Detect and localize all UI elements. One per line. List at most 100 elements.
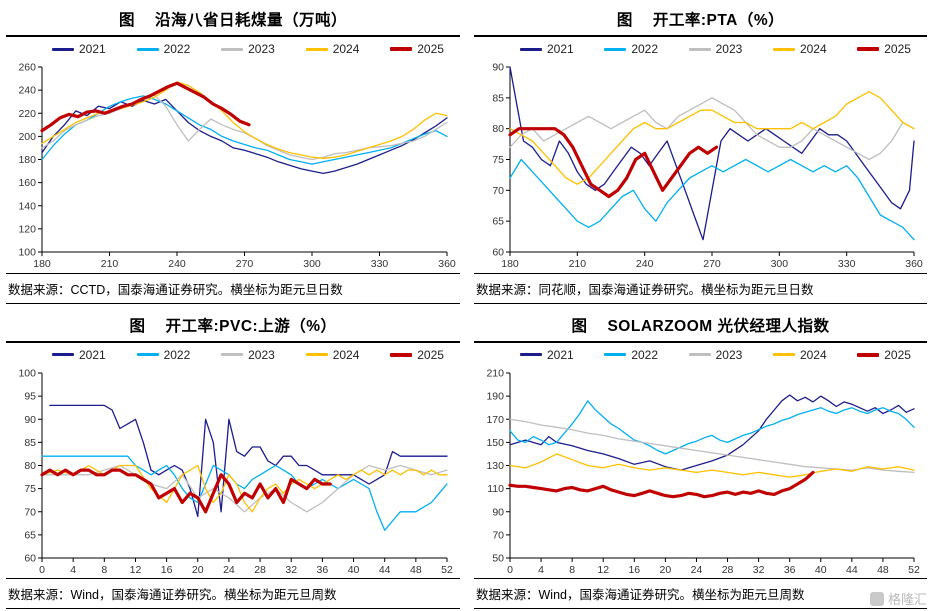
panel-title: 图 开工率:PTA（%） <box>474 2 927 37</box>
chart-solarzoom-index: 0 4 8 12 16 20 24 28 32 36 40 44 48 52 50 70 90 110 130 150… <box>474 343 927 579</box>
svg-text:270: 270 <box>236 258 254 270</box>
source-note: 数据来源：同花顺，国泰海通证券研究。横坐标为距元旦日数 <box>474 272 927 304</box>
svg-text:16: 16 <box>161 564 173 576</box>
watermark-logo-icon <box>869 591 884 606</box>
svg-text:20: 20 <box>660 564 672 576</box>
panel-title: 图 沿海八省日耗煤量（万吨） <box>6 2 460 37</box>
svg-text:36: 36 <box>784 564 796 576</box>
svg-text:24: 24 <box>691 564 703 576</box>
panel-title: 图 SOLARZOOM 光伏经理人指数 <box>474 308 927 343</box>
figure-label: 图 <box>571 317 588 335</box>
svg-text:240: 240 <box>636 258 654 270</box>
svg-text:100: 100 <box>18 367 36 379</box>
svg-text:48: 48 <box>410 564 422 576</box>
svg-text:0: 0 <box>39 564 45 576</box>
svg-text:12: 12 <box>597 564 609 576</box>
svg-text:260: 260 <box>18 62 36 74</box>
svg-text:28: 28 <box>254 564 266 576</box>
svg-text:90: 90 <box>24 413 36 425</box>
svg-text:100: 100 <box>18 247 36 259</box>
svg-text:240: 240 <box>18 85 36 97</box>
svg-text:44: 44 <box>379 564 391 576</box>
svg-text:8: 8 <box>101 564 107 576</box>
svg-text:160: 160 <box>18 177 36 189</box>
svg-text:60: 60 <box>24 552 36 564</box>
chart-pta-operating-rate: 180 210 240 270 300 330 360 60 65 70 75 80 85 90 2021 2… <box>474 37 927 273</box>
panel-solarzoom-index: 图 SOLARZOOM 光伏经理人指数 0 4 8 12 16 20 24 28 32 36 40 44… <box>474 308 927 609</box>
svg-text:4: 4 <box>70 564 76 576</box>
panel-coal-consumption: 图 沿海八省日耗煤量（万吨） 180 210 240 270 300 330 360 100 12… <box>6 2 460 304</box>
svg-text:130: 130 <box>486 460 504 472</box>
svg-text:75: 75 <box>24 483 36 495</box>
svg-text:80: 80 <box>24 460 36 472</box>
svg-text:210: 210 <box>569 258 587 270</box>
svg-text:8: 8 <box>569 564 575 576</box>
svg-text:24: 24 <box>223 564 235 576</box>
watermark: 格隆汇 <box>869 589 927 608</box>
svg-text:50: 50 <box>492 552 504 564</box>
svg-text:20: 20 <box>192 564 204 576</box>
svg-text:70: 70 <box>492 185 504 197</box>
chart-title: 开工率:PVC:上游（%） <box>165 317 337 335</box>
svg-text:0: 0 <box>507 564 513 576</box>
svg-text:36: 36 <box>317 564 329 576</box>
chart-title: 沿海八省日耗煤量（万吨） <box>155 12 348 29</box>
svg-text:28: 28 <box>722 564 734 576</box>
panel-pta-operating-rate: 图 开工率:PTA（%） 180 210 240 270 300 330 360 60 65 70 7… <box>474 2 927 304</box>
svg-text:40: 40 <box>815 564 827 576</box>
svg-text:85: 85 <box>492 92 504 104</box>
svg-text:75: 75 <box>492 154 504 166</box>
svg-text:48: 48 <box>877 564 889 576</box>
svg-text:52: 52 <box>908 564 920 576</box>
svg-text:120: 120 <box>18 223 36 235</box>
svg-text:200: 200 <box>18 131 36 143</box>
svg-text:300: 300 <box>771 258 789 270</box>
watermark-text: 格隆汇 <box>887 592 927 607</box>
svg-text:150: 150 <box>486 436 504 448</box>
svg-text:210: 210 <box>486 367 504 379</box>
source-note: 数据来源：CCTD，国泰海通证券研究。横坐标为距元旦日数 <box>6 272 460 304</box>
figure-label: 图 <box>129 317 146 335</box>
svg-text:360: 360 <box>438 258 456 270</box>
svg-text:140: 140 <box>18 200 36 212</box>
svg-text:16: 16 <box>628 564 640 576</box>
svg-text:110: 110 <box>487 483 504 495</box>
svg-text:12: 12 <box>130 564 142 576</box>
source-note: 数据来源：Wind，国泰海通证券研究。横坐标为距元旦周数 <box>6 578 460 609</box>
svg-text:65: 65 <box>492 216 504 228</box>
svg-text:180: 180 <box>33 258 51 270</box>
svg-text:32: 32 <box>753 564 765 576</box>
svg-text:32: 32 <box>285 564 297 576</box>
svg-text:44: 44 <box>846 564 858 576</box>
svg-text:300: 300 <box>303 258 321 270</box>
svg-text:190: 190 <box>486 390 504 402</box>
svg-text:65: 65 <box>24 529 36 541</box>
svg-text:220: 220 <box>18 108 36 120</box>
panel-title: 图 开工率:PVC:上游（%） <box>6 308 460 343</box>
svg-text:330: 330 <box>371 258 389 270</box>
svg-text:240: 240 <box>168 258 186 270</box>
chart-pvc-operating-rate: 0 4 8 12 16 20 24 28 32 36 40 44 48 52 60 65 70 75 80 85 90 9… <box>6 343 460 579</box>
svg-text:180: 180 <box>501 258 519 270</box>
svg-text:52: 52 <box>441 564 453 576</box>
svg-text:330: 330 <box>838 258 856 270</box>
panel-pvc-operating-rate: 图开工率:PVC:上游（%） 0 4 8 12 16 20 24 28 32 36 40 44 48 52… <box>6 308 460 609</box>
svg-text:170: 170 <box>486 413 504 425</box>
svg-text:90: 90 <box>492 62 504 74</box>
figure-label: 图 <box>616 12 633 29</box>
chart-title: 开工率:PTA（%） <box>652 12 785 29</box>
figure-label: 图 <box>118 12 135 29</box>
svg-text:360: 360 <box>905 258 923 270</box>
svg-text:180: 180 <box>18 154 36 166</box>
svg-text:85: 85 <box>24 436 36 448</box>
svg-text:270: 270 <box>703 258 721 270</box>
svg-text:40: 40 <box>348 564 360 576</box>
svg-text:70: 70 <box>492 529 504 541</box>
svg-text:70: 70 <box>24 506 36 518</box>
svg-text:80: 80 <box>492 123 504 135</box>
svg-text:210: 210 <box>101 258 119 270</box>
svg-text:95: 95 <box>24 390 36 402</box>
chart-title: SOLARZOOM 光伏经理人指数 <box>607 317 830 335</box>
source-note: 数据来源：Wind，国泰海通证券研究。横坐标为距元旦周数 <box>474 578 927 609</box>
